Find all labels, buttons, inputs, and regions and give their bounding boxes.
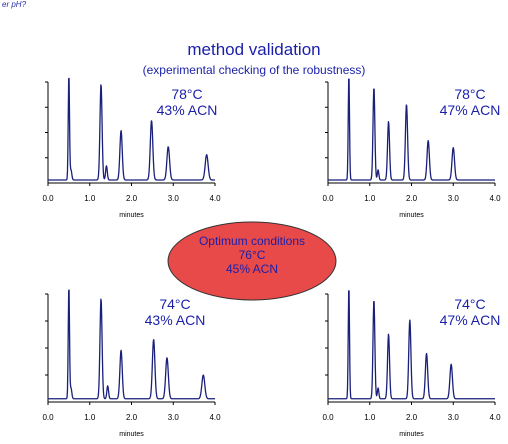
bottom-right-x-tick-label: 2.0	[406, 413, 418, 422]
top-right-x-tick-label: 3.0	[448, 194, 460, 203]
chromatogram-bottom-right-acn: 47% ACN	[439, 312, 501, 328]
page-subtitle: (experimental checking of the robustness…	[142, 63, 366, 77]
top-left-trace	[47, 77, 216, 181]
bottom-left-x-axis-label: minutes	[119, 431, 144, 438]
chromatogram-top-right-plot: 0.0 1.0 2.0 3.0 4.0 minutes	[322, 78, 501, 219]
bottom-left-x-tick-label: 2.0	[126, 413, 138, 422]
chromatogram-bottom-left-acn: 43% ACN	[144, 312, 206, 328]
chromatogram-bottom-left: 0.0 1.0 2.0 3.0 4.0 minutes 74°C 43% ACN	[0, 289, 240, 440]
top-left-x-tick-label: 0.0	[42, 194, 54, 203]
bottom-right-trace	[327, 290, 496, 400]
chromatogram-top-right-acn: 47% ACN	[439, 102, 501, 118]
bottom-left-trace	[47, 289, 216, 400]
bottom-right-x-tick-label: 4.0	[489, 413, 501, 422]
bottom-right-x-axis-label: minutes	[399, 431, 424, 438]
chromatogram-top-right: 0.0 1.0 2.0 3.0 4.0 minutes 78°C 47% ACN	[280, 78, 508, 220]
chromatogram-top-left: 0.0 1.0 2.0 3.0 4.0 minutes 78°C 43% ACN	[0, 77, 240, 220]
chromatogram-bottom-right-temperature: 74°C	[454, 296, 486, 312]
top-left-x-tick-label: 2.0	[126, 194, 138, 203]
bottom-left-x-tick-label: 1.0	[84, 413, 96, 422]
top-right-x-axis-label: minutes	[399, 212, 424, 219]
top-right-x-tick-label: 2.0	[406, 194, 418, 203]
chromatogram-bottom-right-plot: 0.0 1.0 2.0 3.0 4.0 minutes	[322, 290, 501, 438]
top-right-x-tick-label: 1.0	[364, 194, 376, 203]
bottom-right-x-tick-label: 3.0	[448, 413, 460, 422]
bottom-left-x-tick-label: 0.0	[42, 413, 54, 422]
corner-text: er pH?	[2, 0, 27, 9]
top-right-trace	[327, 78, 496, 181]
chromatogram-bottom-left-plot: 0.0 1.0 2.0 3.0 4.0 minutes	[42, 289, 221, 438]
chromatogram-bottom-right: 0.0 1.0 2.0 3.0 4.0 minutes 74°C 47% ACN	[280, 290, 508, 440]
chromatogram-top-left-acn: 43% ACN	[156, 102, 218, 118]
top-left-x-tick-label: 1.0	[84, 194, 96, 203]
bottom-right-x-tick-label: 1.0	[364, 413, 376, 422]
top-left-x-tick-label: 4.0	[209, 194, 221, 203]
chromatogram-bottom-left-temperature: 74°C	[159, 296, 191, 312]
page-title: method validation	[187, 40, 321, 59]
top-left-x-tick-label: 3.0	[168, 194, 180, 203]
optimum-conditions-ellipse: Optimum conditions 76°C 45% ACN	[166, 220, 338, 302]
bottom-left-x-tick-label: 3.0	[168, 413, 180, 422]
bottom-left-x-tick-label: 4.0	[209, 413, 221, 422]
chromatogram-top-left-plot: 0.0 1.0 2.0 3.0 4.0 minutes	[42, 77, 221, 219]
chromatogram-top-right-temperature: 78°C	[454, 86, 486, 102]
bottom-right-x-tick-label: 0.0	[322, 413, 334, 422]
chromatogram-top-left-temperature: 78°C	[171, 86, 203, 102]
optimum-conditions-label: Optimum conditions	[198, 234, 306, 248]
optimum-acn: 45% ACN	[225, 262, 279, 276]
top-right-x-tick-label: 4.0	[489, 194, 501, 203]
top-right-x-tick-label: 0.0	[322, 194, 334, 203]
top-left-x-axis-label: minutes	[119, 212, 144, 219]
optimum-temperature: 76°C	[238, 248, 266, 262]
